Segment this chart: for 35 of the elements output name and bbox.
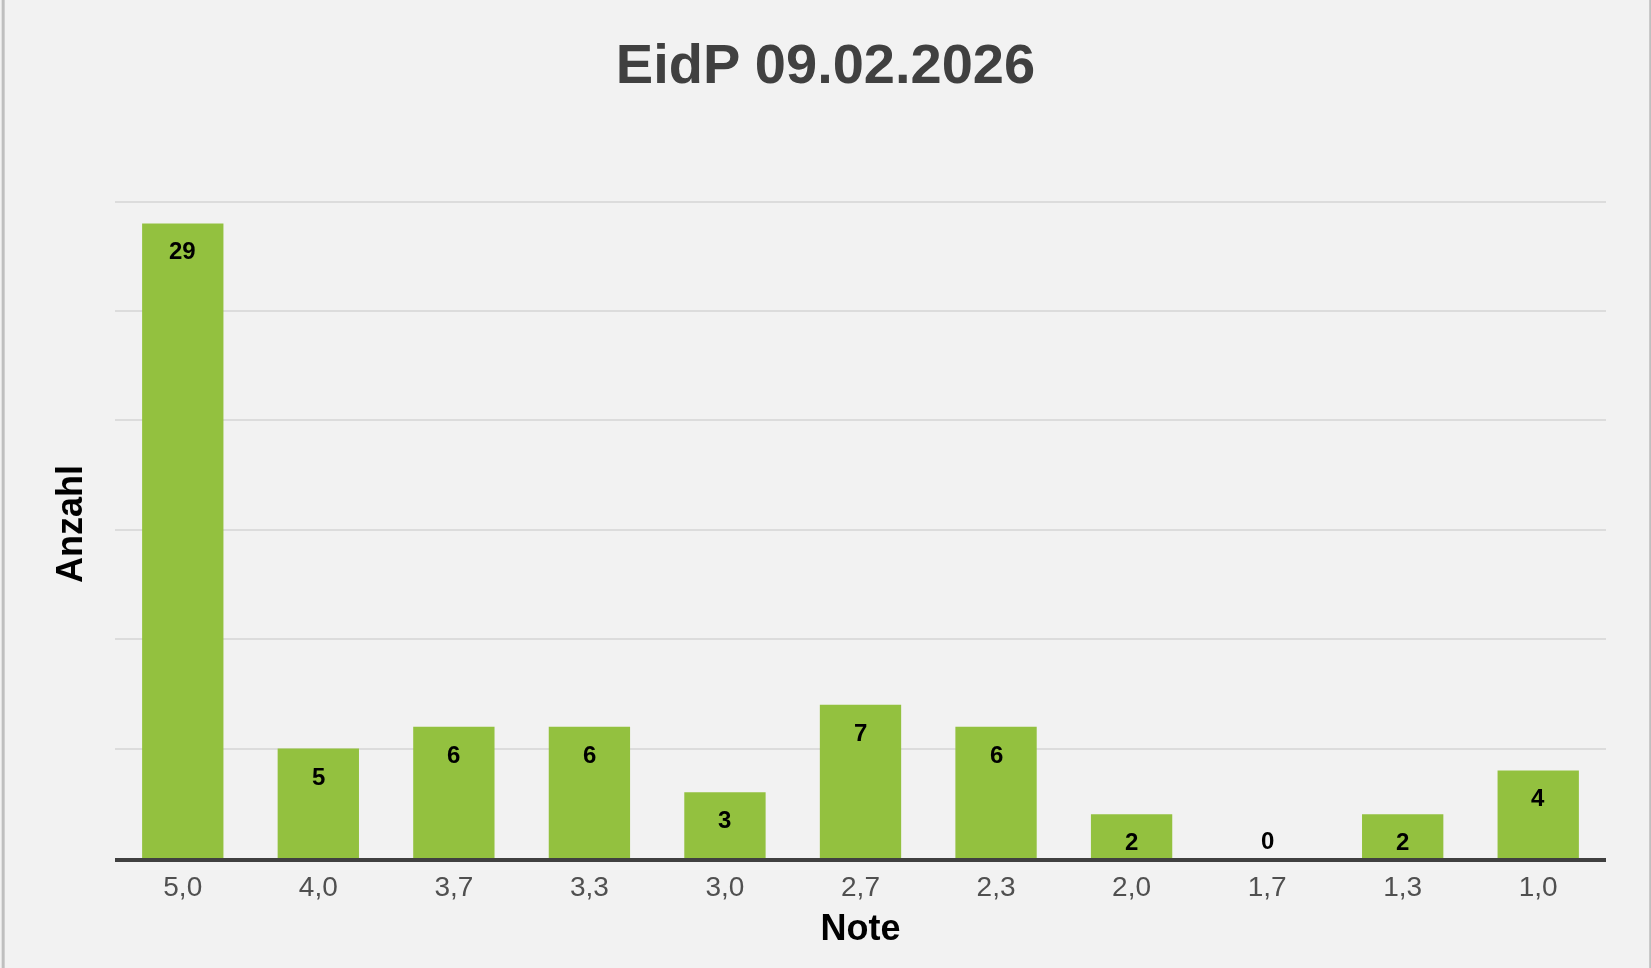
x-tick-label: 3,0: [705, 870, 745, 902]
x-tick-label: 2,0: [1112, 870, 1152, 902]
bar: [1362, 814, 1444, 858]
x-tick-label: 2,7: [841, 870, 880, 902]
x-tick-label: 1,0: [1518, 870, 1558, 902]
x-tick-label: 3,3: [569, 870, 609, 902]
data-label: 2: [1125, 828, 1139, 855]
data-label: 4: [1531, 784, 1545, 811]
data-label: 6: [990, 741, 1004, 768]
bar: [1090, 814, 1173, 858]
bar: [684, 792, 766, 858]
data-label: 7: [854, 719, 868, 746]
data-label: 3: [718, 806, 732, 833]
chart-title: EidP 09.02.2026: [615, 31, 1036, 95]
bar: [548, 726, 631, 858]
bar: [142, 223, 224, 858]
data-label: 0: [1261, 827, 1275, 854]
bar: [819, 704, 902, 858]
data-label: 6: [583, 741, 597, 768]
x-tick-label: 4,0: [298, 870, 338, 902]
x-axis-title: Note: [820, 906, 901, 948]
data-label: 6: [447, 741, 461, 768]
bar: [277, 748, 359, 858]
data-label: 2: [1396, 828, 1410, 855]
x-tick-label: 2,3: [976, 870, 1016, 902]
bar: [955, 726, 1037, 858]
x-tick-label: 1,3: [1383, 870, 1423, 902]
x-tick-label: 3,7: [434, 870, 474, 902]
y-axis-title: Anzahl: [48, 464, 90, 584]
x-tick-label: 5,0: [163, 870, 203, 902]
bar: [413, 726, 495, 858]
x-tick-label: 1,7: [1247, 870, 1287, 902]
data-label: 5: [312, 763, 326, 790]
data-label: 29: [169, 237, 196, 264]
bar: [1497, 770, 1579, 858]
